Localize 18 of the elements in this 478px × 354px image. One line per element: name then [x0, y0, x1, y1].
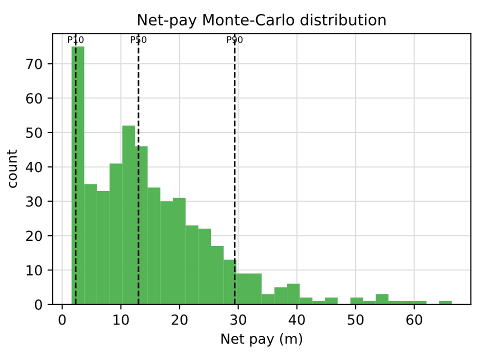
y-tick-label: 40 [26, 162, 42, 172]
x-tick-label: 40 [288, 314, 305, 325]
x-axis-title: Net pay (m) [222, 333, 302, 347]
y-tick-label: 30 [26, 196, 42, 207]
x-tick-label: 60 [406, 314, 422, 325]
x-tick-label: 50 [348, 314, 364, 325]
y-tick-label: 10 [26, 265, 42, 276]
y-tick-label: 70 [26, 58, 42, 70]
y-tick-label: 50 [26, 127, 42, 138]
x-tick-label: 0 [58, 314, 66, 325]
x-tick-label: 20 [172, 314, 188, 325]
x-tick-label: 30 [230, 314, 246, 325]
y-axis-title: count [6, 150, 17, 188]
x-tick-label: 10 [114, 314, 129, 325]
y-tick-label: 0 [34, 299, 42, 310]
chart-title: Net-pay Monte-Carlo distribution [138, 14, 386, 28]
y-tick-label: 60 [26, 93, 42, 104]
y-tick-label: 20 [26, 230, 42, 242]
